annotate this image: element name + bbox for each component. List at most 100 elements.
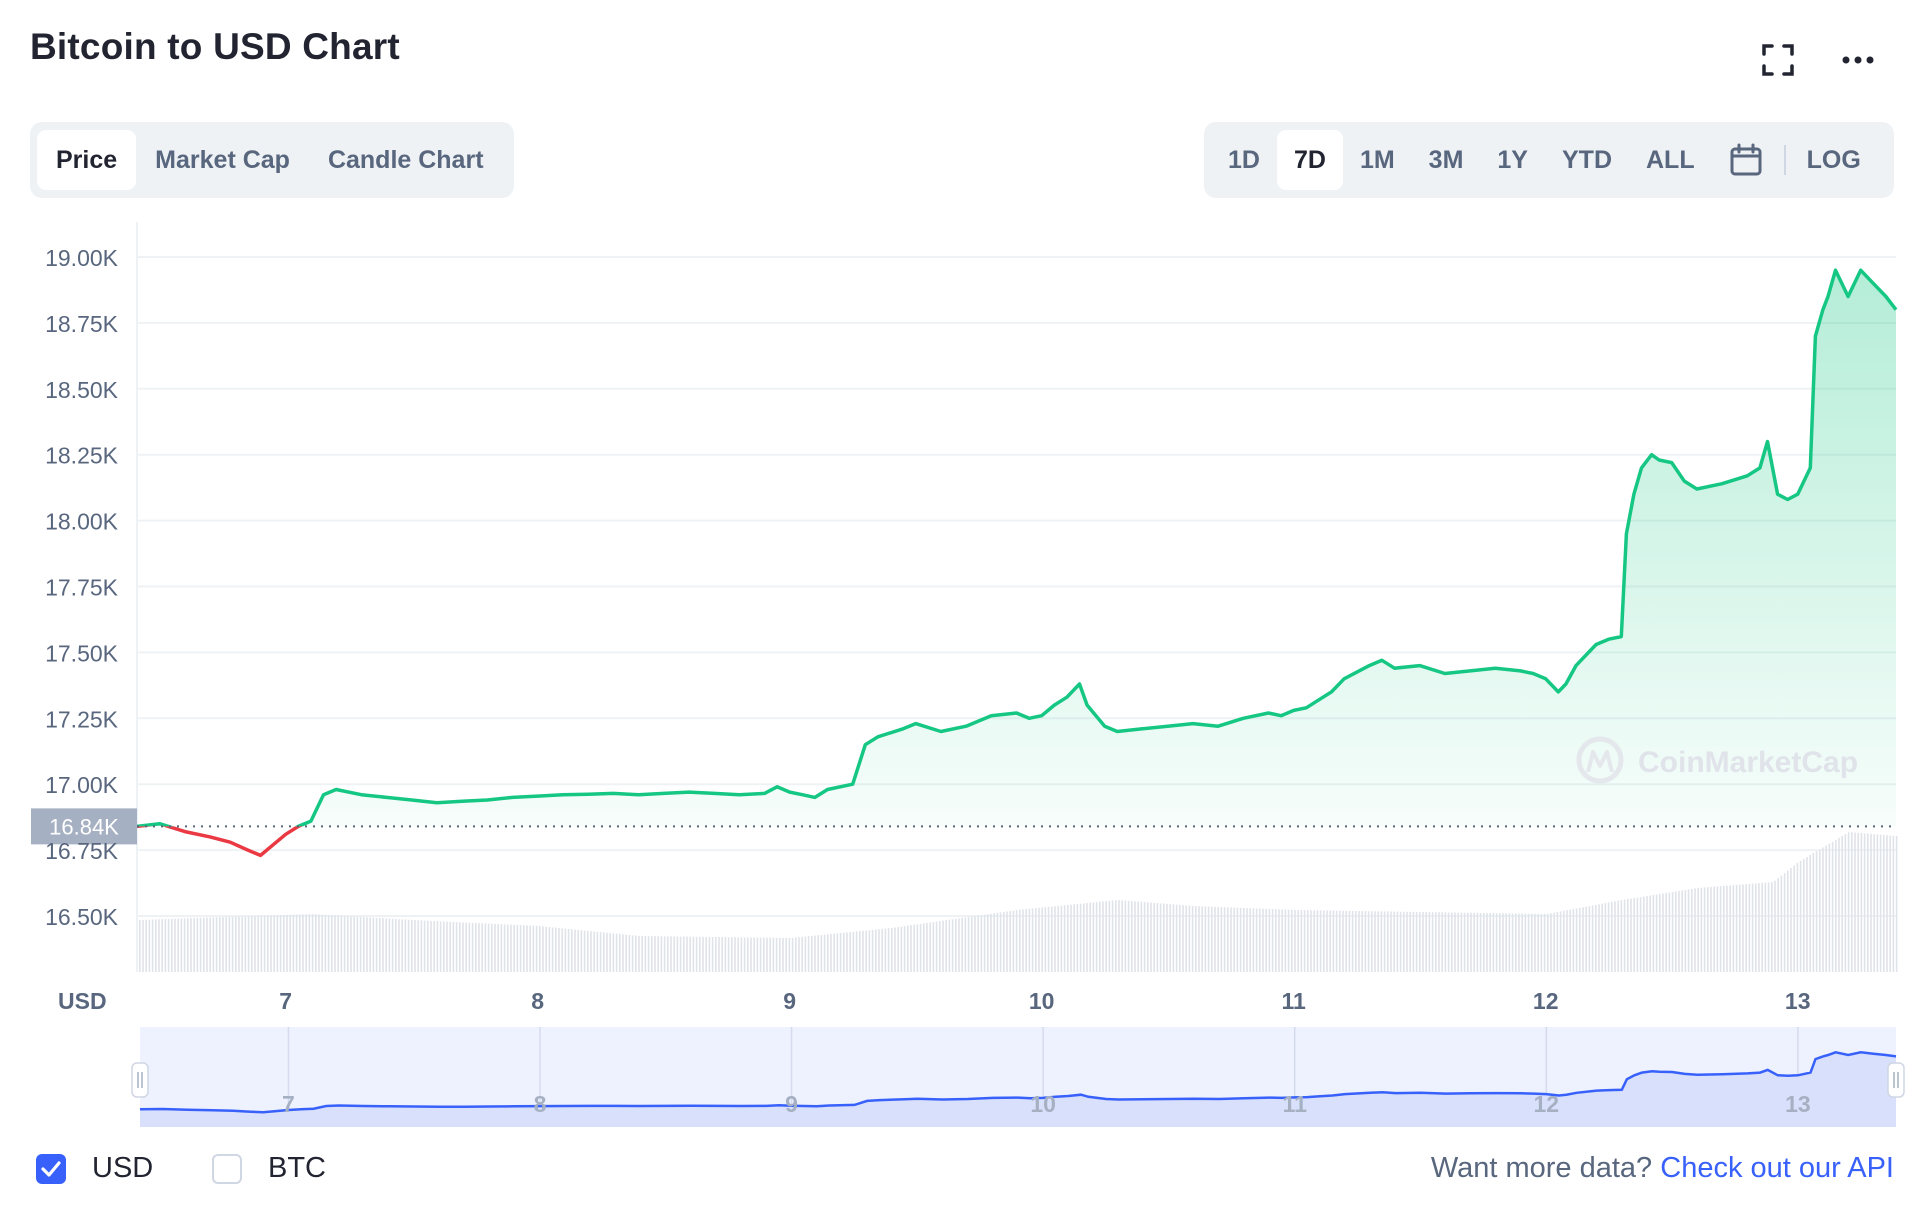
volume-bar bbox=[871, 929, 874, 972]
range-all-button[interactable]: ALL bbox=[1646, 145, 1695, 174]
volume-bar bbox=[737, 937, 739, 972]
range-1y-button[interactable]: 1Y bbox=[1497, 145, 1528, 174]
range-1d-button[interactable]: 1D bbox=[1228, 145, 1260, 174]
volume-bar bbox=[651, 936, 653, 972]
volume-bar bbox=[494, 923, 496, 972]
volume-bar bbox=[846, 932, 848, 972]
volume-bar bbox=[849, 932, 851, 972]
volume-bar bbox=[1415, 911, 1418, 972]
volume-bar bbox=[1873, 834, 1875, 972]
date-picker-button[interactable] bbox=[1712, 130, 1780, 190]
volume-bar bbox=[1687, 889, 1690, 972]
volume-bar bbox=[1489, 913, 1491, 972]
volume-bar bbox=[1035, 908, 1037, 972]
volume-bar bbox=[763, 937, 765, 972]
tab-price[interactable]: Price bbox=[37, 130, 137, 190]
volume-bar bbox=[670, 936, 672, 972]
volume-bar bbox=[289, 914, 291, 972]
volume-bar bbox=[443, 921, 445, 972]
more-options-icon[interactable] bbox=[1838, 40, 1878, 80]
range-navigator[interactable]: 7 8 9 10 11 12 13 bbox=[131, 1027, 1905, 1127]
volume-bar bbox=[436, 921, 439, 972]
volume-bar bbox=[977, 915, 979, 972]
volume-bar bbox=[945, 920, 947, 972]
volume-bar bbox=[1105, 901, 1107, 972]
volume-bar bbox=[900, 926, 903, 972]
volume-bar bbox=[395, 919, 397, 972]
volume-bar bbox=[1499, 913, 1501, 972]
volume-bar bbox=[964, 917, 967, 972]
volume-bar bbox=[884, 928, 887, 972]
volume-bar bbox=[1195, 906, 1197, 972]
volume-bar bbox=[1060, 905, 1063, 972]
log-scale-button[interactable]: LOG bbox=[1806, 145, 1861, 174]
usd-label: USD bbox=[92, 1152, 154, 1184]
volume-bar bbox=[724, 937, 727, 972]
volume-bar bbox=[1393, 911, 1395, 972]
volume-bar bbox=[1515, 913, 1517, 972]
range-ytd-button[interactable]: YTD bbox=[1562, 145, 1612, 174]
tab-market-cap[interactable]: Market Cap bbox=[155, 145, 290, 174]
usd-checkbox[interactable] bbox=[36, 1154, 66, 1184]
volume-bar bbox=[638, 935, 640, 972]
volume-bar bbox=[526, 925, 528, 972]
volume-bar bbox=[1451, 912, 1453, 972]
y-axis: 16.50K 16.75K 17.00K 17.25K 17.50K 17.75K 18.0… bbox=[45, 245, 119, 930]
navigator-right-handle[interactable] bbox=[1887, 1062, 1905, 1098]
volume-bar bbox=[1550, 913, 1552, 972]
range-7d-button[interactable]: 7D bbox=[1276, 130, 1343, 190]
volume-bar bbox=[647, 936, 650, 972]
volume-bar bbox=[1015, 910, 1018, 972]
volume-bar bbox=[1617, 900, 1619, 972]
volume-bar bbox=[1604, 903, 1607, 972]
calendar-icon bbox=[1730, 143, 1762, 176]
volume-bar bbox=[1425, 912, 1427, 972]
volume-bar bbox=[1316, 910, 1319, 972]
volume-bar bbox=[423, 920, 426, 972]
volume-bar bbox=[1262, 908, 1264, 972]
volume-bar bbox=[961, 917, 963, 972]
volume-bar bbox=[372, 917, 375, 972]
volume-bar bbox=[1847, 832, 1850, 972]
volume-bar bbox=[1387, 911, 1389, 972]
volume-bar bbox=[142, 919, 144, 972]
volume-bar bbox=[1521, 913, 1523, 972]
volume-bar bbox=[1147, 902, 1149, 972]
volume-bar bbox=[1198, 906, 1200, 972]
volume-bar bbox=[254, 915, 256, 972]
volume-bar bbox=[1844, 834, 1847, 972]
volume-bar bbox=[919, 923, 922, 972]
volume-bar bbox=[321, 914, 323, 972]
volume-bar bbox=[1268, 909, 1271, 972]
volume-bar bbox=[1527, 913, 1530, 972]
api-link[interactable]: Check out our API bbox=[1660, 1152, 1894, 1184]
range-3m-button[interactable]: 3M bbox=[1428, 145, 1464, 174]
volume-bar bbox=[1057, 905, 1059, 972]
navigator-left-handle[interactable] bbox=[131, 1062, 149, 1098]
volume-bar bbox=[894, 927, 896, 972]
volume-bar bbox=[1639, 897, 1642, 972]
range-1m-button[interactable]: 1M bbox=[1359, 145, 1395, 174]
volume-bar bbox=[1508, 913, 1511, 972]
volume-bar bbox=[567, 928, 570, 972]
volume-bar bbox=[1463, 912, 1466, 972]
volume-bar bbox=[1371, 911, 1373, 972]
volume-bar bbox=[1239, 907, 1242, 972]
volume-bar bbox=[1102, 901, 1104, 972]
volume-bar bbox=[631, 935, 634, 972]
volume-bar bbox=[1223, 907, 1226, 972]
volume-bar bbox=[791, 937, 794, 972]
volume-bar bbox=[852, 931, 855, 972]
btc-checkbox[interactable] bbox=[212, 1154, 242, 1184]
volume-bar bbox=[887, 928, 890, 972]
volume-bar bbox=[1643, 896, 1645, 972]
volume-bar bbox=[468, 922, 471, 972]
volume-bar bbox=[1182, 905, 1184, 972]
page-title: Bitcoin to USD Chart bbox=[30, 26, 400, 67]
volume-bar bbox=[247, 916, 250, 972]
volume-bar bbox=[740, 937, 743, 972]
volume-bar bbox=[1476, 912, 1479, 972]
tab-candle-chart[interactable]: Candle Chart bbox=[327, 145, 484, 174]
fullscreen-icon[interactable] bbox=[1758, 40, 1798, 80]
volume-bar bbox=[625, 934, 627, 972]
